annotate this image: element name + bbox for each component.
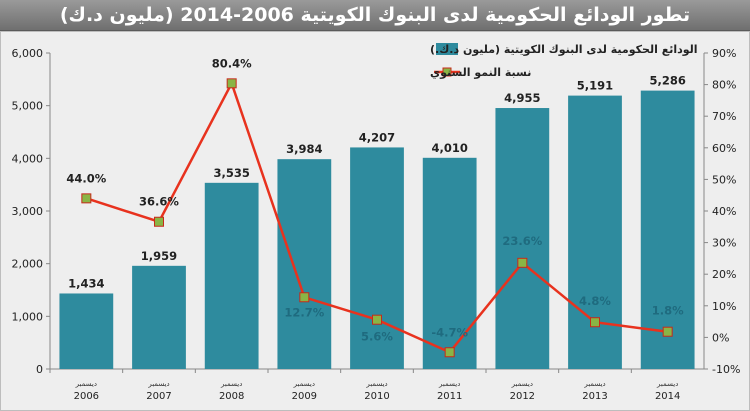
x-tick-label-month: ديسمبر <box>438 380 460 388</box>
y-right-tick-label: 70% <box>712 110 736 123</box>
growth-marker <box>372 314 382 325</box>
bar <box>640 90 695 369</box>
y-right-tick-label: 80% <box>712 79 736 92</box>
y-left-tick-label: 2,000 <box>12 258 44 271</box>
y-left-tick-label: 6,000 <box>12 47 44 60</box>
y-right-tick-label: 50% <box>712 173 736 186</box>
chart-svg: 0 1,000 2,000 3,000 4,000 5,000 6,000 -10% 0% 10%… <box>12 43 740 402</box>
x-tick-label-year: 2012 <box>510 391 535 402</box>
x-tick-label-month: ديسمبر <box>656 380 678 388</box>
x-tick-label-year: 2013 <box>582 391 607 402</box>
y-right-tick-label: 90% <box>712 47 736 60</box>
growth-marker <box>81 193 92 204</box>
growth-value-label: 36.6% <box>139 195 179 209</box>
y-left-tick-label: 5,000 <box>12 100 44 113</box>
legend-bar-swatch <box>436 43 458 55</box>
growth-value-label: 12.7% <box>284 305 324 319</box>
x-tick-label-year: 2011 <box>437 391 462 402</box>
x-tick-label-year: 2007 <box>146 391 171 402</box>
growth-marker <box>154 216 164 227</box>
x-tick-label-year: 2010 <box>364 391 389 402</box>
y-left-tick-label: 1,000 <box>12 310 44 323</box>
growth-marker <box>226 78 237 89</box>
x-tick-label-month: ديسمبر <box>293 380 315 388</box>
y-right-tick-label: 30% <box>712 237 736 250</box>
growth-marker <box>662 326 673 337</box>
bar <box>204 182 259 369</box>
x-tick-label-month: ديسمبر <box>365 380 387 388</box>
bar <box>277 159 332 369</box>
y-left-tick-label: 4,000 <box>12 152 44 165</box>
bar-value-label: 4,010 <box>431 141 467 155</box>
x-tick-label-month: ديسمبر <box>583 380 605 388</box>
growth-marker <box>590 317 600 328</box>
bar <box>495 108 550 369</box>
bar-value-label: 5,286 <box>649 74 685 88</box>
x-tick-label-month: ديسمبر <box>75 380 97 388</box>
y-left-tick-label: 3,000 <box>12 205 44 218</box>
growth-value-label: 80.4% <box>212 56 252 70</box>
bar-value-label: 1,434 <box>68 276 104 290</box>
growth-value-label: 4.8% <box>579 294 611 308</box>
legend-line-marker <box>442 67 452 77</box>
y-right-tick-label: 20% <box>712 268 736 281</box>
x-tick-label-year: 2008 <box>219 391 244 402</box>
growth-value-label: 1.8% <box>652 304 684 318</box>
bar <box>132 265 186 369</box>
x-tick-label-month: ديسمبر <box>511 380 533 388</box>
x-tick-label-year: 2009 <box>292 391 317 402</box>
bar-value-label: 4,955 <box>504 91 540 105</box>
bar-value-label: 1,959 <box>141 249 177 263</box>
y-right-tick-label: -10% <box>712 363 740 376</box>
y-right-tick-label: 0% <box>712 331 729 344</box>
growth-value-label: 23.6% <box>502 234 542 248</box>
bar-value-label: 3,984 <box>286 142 322 156</box>
bar <box>59 293 114 369</box>
growth-marker <box>517 257 528 268</box>
growth-value-label: -4.7% <box>431 325 468 339</box>
y-left-tick-label: 0 <box>36 363 43 376</box>
chart-title: تطور الودائع الحكومية لدى البنوك الكويتي… <box>0 0 750 31</box>
y-right-tick-label: 10% <box>712 300 736 313</box>
bar-value-label: 3,535 <box>213 166 249 180</box>
x-tick-label-month: ديسمبر <box>220 380 242 388</box>
growth-marker <box>444 347 455 358</box>
growth-value-label: 44.0% <box>66 171 106 185</box>
x-tick-label-month: ديسمبر <box>147 380 169 388</box>
y-right-tick-label: 60% <box>712 142 736 155</box>
bar <box>350 147 404 369</box>
bar-value-label: 4,207 <box>359 130 395 144</box>
bar <box>568 95 622 369</box>
growth-marker <box>299 292 310 303</box>
x-tick-label-year: 2014 <box>655 391 680 402</box>
bar-value-label: 5,191 <box>577 79 613 93</box>
y-right-tick-label: 40% <box>712 205 736 218</box>
legend-bar-label: الودائع الحكومية لدى البنوك الكويتية (مل… <box>430 43 698 56</box>
bar <box>422 157 477 369</box>
legend-line-label: نسبة النمو السنوي <box>430 66 531 79</box>
growth-value-label: 5.6% <box>361 330 393 344</box>
x-tick-label-year: 2006 <box>74 391 99 402</box>
